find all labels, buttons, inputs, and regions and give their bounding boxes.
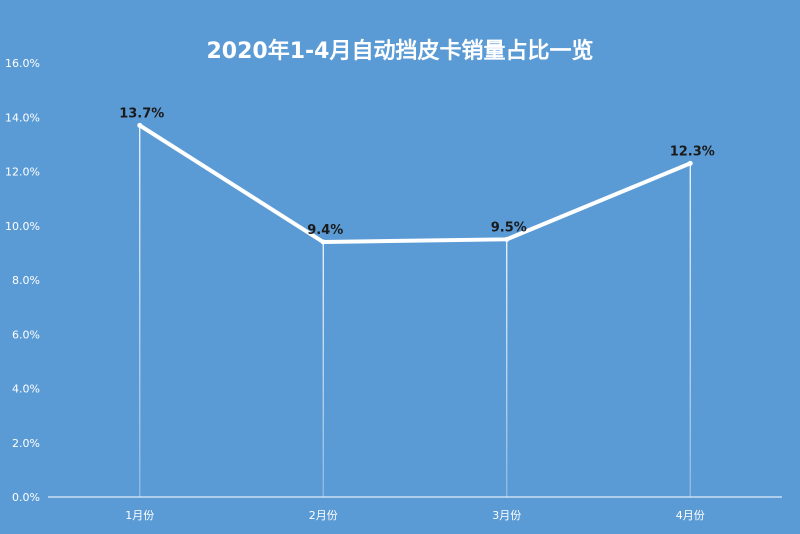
drop-line: [139, 125, 141, 497]
x-tick-label: 2月份: [309, 509, 338, 522]
data-point: [504, 236, 510, 242]
y-tick-label: 12.0%: [5, 166, 40, 179]
y-tick-label: 6.0%: [12, 328, 40, 341]
data-label: 13.7%: [119, 106, 164, 121]
x-tick-label: 3月份: [492, 509, 521, 522]
data-labels: 13.7% 9.4% 9.5% 12.3%: [119, 106, 715, 238]
y-tick-label: 16.0%: [5, 57, 40, 70]
data-point: [687, 160, 693, 166]
chart-title: 2020年1-4月自动挡皮卡销量占比一览: [207, 38, 594, 64]
y-tick-label: 10.0%: [5, 220, 40, 233]
drop-line: [506, 239, 508, 497]
x-axis: 1月份 2月份 3月份 4月份: [48, 496, 782, 522]
data-label: 12.3%: [670, 144, 715, 159]
series-line-group: [137, 122, 693, 245]
y-axis: 0.0% 2.0% 4.0% 6.0% 8.0% 10.0% 12.0% 14.0% 16.0%: [5, 57, 40, 504]
data-label: 9.4%: [307, 223, 343, 238]
drop-line: [689, 163, 691, 498]
drop-lines: [139, 125, 691, 498]
series-line: [137, 123, 693, 245]
drop-line: [322, 242, 324, 497]
data-point: [320, 239, 326, 245]
y-tick-label: 8.0%: [12, 274, 40, 287]
y-tick-label: 4.0%: [12, 383, 40, 396]
y-tick-label: 2.0%: [12, 437, 40, 450]
y-tick-label: 14.0%: [5, 111, 40, 124]
data-label: 9.5%: [491, 220, 527, 235]
data-point: [137, 122, 143, 128]
x-tick-label: 1月份: [125, 509, 154, 522]
y-tick-label: 0.0%: [12, 491, 40, 504]
x-tick-label: 4月份: [676, 509, 705, 522]
